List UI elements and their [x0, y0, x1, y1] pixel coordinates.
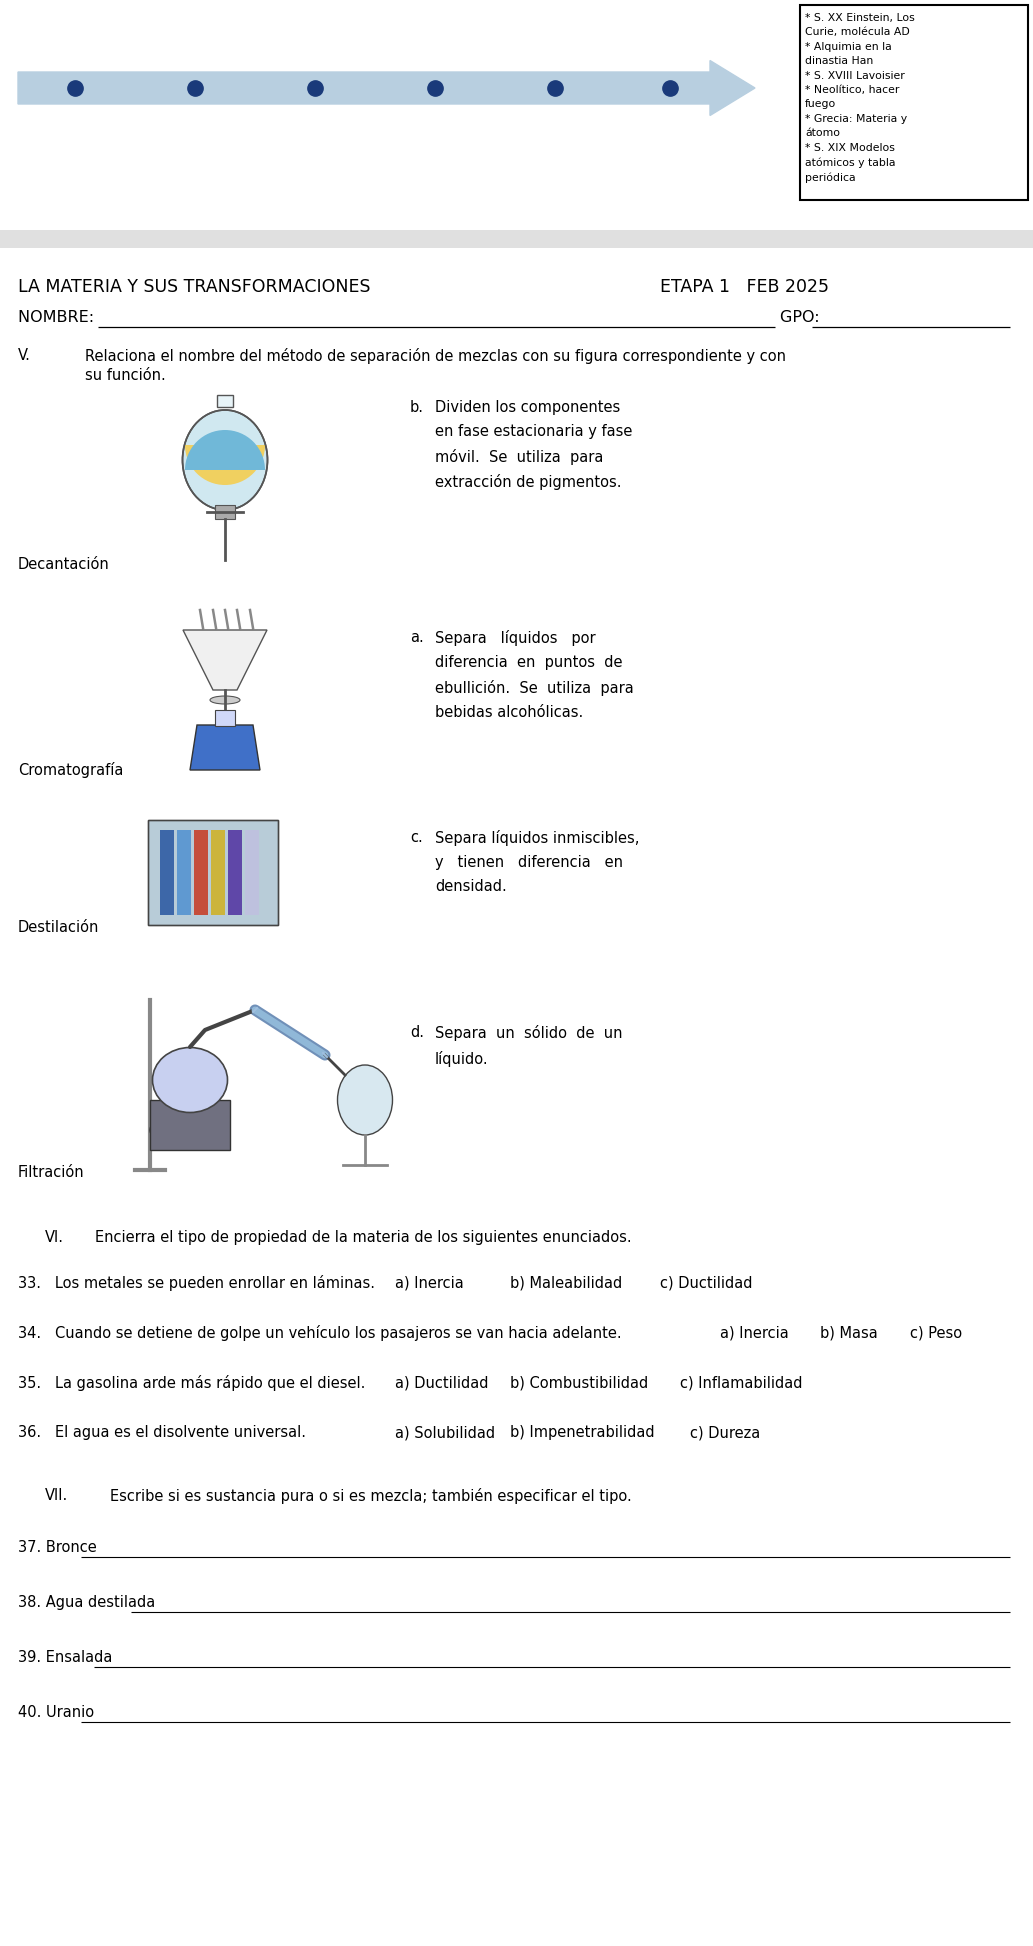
Text: VI.: VI. — [45, 1230, 64, 1245]
Text: Dividen los componentes
en fase estacionaria y fase
móvil.  Se  utiliza  para
ex: Dividen los componentes en fase estacion… — [435, 401, 632, 490]
Text: b) Combustibilidad: b) Combustibilidad — [510, 1376, 649, 1389]
Text: GPO:: GPO: — [780, 309, 824, 325]
Text: 36.   El agua es el disolvente universal.: 36. El agua es el disolvente universal. — [18, 1424, 306, 1440]
Text: Relaciona el nombre del método de separación de mezclas con su figura correspond: Relaciona el nombre del método de separa… — [85, 348, 786, 364]
Ellipse shape — [150, 1113, 230, 1148]
Bar — [245, 831, 259, 915]
Text: 33.   Los metales se pueden enrollar en láminas.: 33. Los metales se pueden enrollar en lá… — [18, 1275, 375, 1290]
Text: b) Impenetrabilidad: b) Impenetrabilidad — [510, 1424, 655, 1440]
Text: 35.   La gasolina arde más rápido que el diesel.: 35. La gasolina arde más rápido que el d… — [18, 1376, 366, 1391]
Text: a) Inercia: a) Inercia — [395, 1275, 464, 1290]
Bar — [148, 819, 278, 924]
Ellipse shape — [153, 1047, 227, 1113]
FancyArrow shape — [18, 60, 755, 115]
Text: 40. Uranio: 40. Uranio — [18, 1705, 94, 1720]
Ellipse shape — [210, 697, 240, 704]
Text: Separa   líquidos   por
diferencia  en  puntos  de
ebullición.  Se  utiliza  par: Separa líquidos por diferencia en puntos… — [435, 631, 634, 720]
Text: 38. Agua destilada: 38. Agua destilada — [18, 1596, 155, 1609]
Bar — [215, 506, 234, 520]
Wedge shape — [185, 446, 265, 485]
Text: NOMBRE:: NOMBRE: — [18, 309, 99, 325]
Text: LA MATERIA Y SUS TRANSFORMACIONES: LA MATERIA Y SUS TRANSFORMACIONES — [18, 278, 371, 296]
Text: VII.: VII. — [45, 1489, 68, 1502]
Text: su función.: su función. — [85, 368, 165, 383]
Text: c) Inflamabilidad: c) Inflamabilidad — [680, 1376, 803, 1389]
Ellipse shape — [338, 1064, 393, 1135]
Text: Separa líquidos inmiscibles,
y   tienen   diferencia   en
densidad.: Separa líquidos inmiscibles, y tienen di… — [435, 831, 639, 893]
Bar — [160, 831, 174, 915]
Text: a) Solubilidad: a) Solubilidad — [395, 1424, 495, 1440]
Text: a.: a. — [410, 631, 424, 644]
Text: Separa  un  sólido  de  un
líquido.: Separa un sólido de un líquido. — [435, 1026, 623, 1066]
Text: V.: V. — [18, 348, 31, 364]
Text: c) Peso: c) Peso — [910, 1325, 962, 1341]
Bar — [215, 710, 234, 726]
Bar — [211, 831, 225, 915]
Text: Destilación: Destilación — [18, 920, 99, 934]
Text: Filtración: Filtración — [18, 1166, 85, 1179]
Bar — [177, 831, 191, 915]
Text: b) Masa: b) Masa — [820, 1325, 878, 1341]
Polygon shape — [190, 726, 260, 771]
Text: c) Dureza: c) Dureza — [690, 1424, 760, 1440]
Bar — [148, 819, 278, 924]
Text: 39. Ensalada: 39. Ensalada — [18, 1650, 113, 1666]
Text: c.: c. — [410, 831, 422, 845]
Text: b.: b. — [410, 401, 424, 414]
Text: ETAPA 1   FEB 2025: ETAPA 1 FEB 2025 — [660, 278, 829, 296]
Text: 34.   Cuando se detiene de golpe un vehículo los pasajeros se van hacia adelante: 34. Cuando se detiene de golpe un vehícu… — [18, 1325, 622, 1341]
Bar — [194, 831, 208, 915]
Text: a) Inercia: a) Inercia — [720, 1325, 789, 1341]
Text: c) Ductilidad: c) Ductilidad — [660, 1275, 752, 1290]
Bar — [150, 1099, 230, 1150]
Text: a) Ductilidad: a) Ductilidad — [395, 1376, 489, 1389]
Text: Escribe si es sustancia pura o si es mezcla; también especificar el tipo.: Escribe si es sustancia pura o si es mez… — [109, 1489, 632, 1504]
Text: Decantación: Decantación — [18, 557, 109, 572]
Bar — [228, 831, 242, 915]
Text: Cromatografía: Cromatografía — [18, 763, 123, 778]
Text: Encierra el tipo de propiedad de la materia de los siguientes enunciados.: Encierra el tipo de propiedad de la mate… — [95, 1230, 631, 1245]
Text: d.: d. — [410, 1026, 424, 1039]
Bar — [800, 6, 1028, 200]
Text: 37. Bronce: 37. Bronce — [18, 1539, 97, 1555]
Polygon shape — [217, 395, 233, 407]
Bar — [0, 230, 1033, 247]
Ellipse shape — [183, 411, 268, 510]
Polygon shape — [183, 631, 267, 691]
Text: * S. XX Einstein, Los
Curie, molécula AD
* Alquimia en la
dinastia Han
* S. XVII: * S. XX Einstein, Los Curie, molécula AD… — [805, 14, 915, 183]
Wedge shape — [185, 430, 265, 471]
Text: b) Maleabilidad: b) Maleabilidad — [510, 1275, 622, 1290]
